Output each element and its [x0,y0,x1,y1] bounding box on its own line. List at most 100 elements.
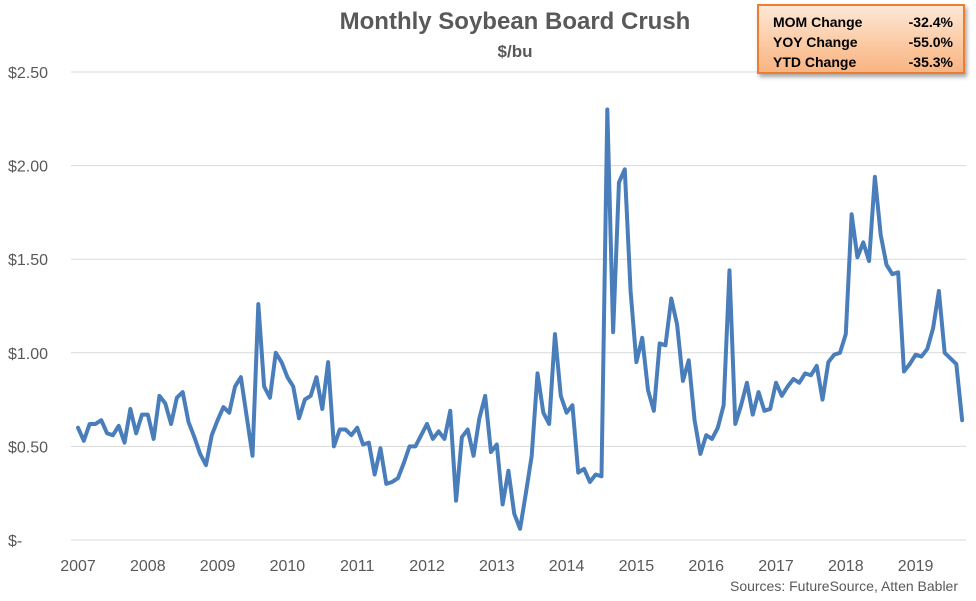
data-point [472,455,475,457]
data-point [915,354,917,356]
data-point [728,269,731,272]
data-point [484,395,486,397]
data-point [624,168,626,170]
x-tick-label: 2014 [549,558,585,575]
data-point [153,438,155,440]
series-line-crush [76,107,965,531]
data-point [810,374,812,376]
data-point [449,410,451,412]
data-point [961,419,963,421]
data-point [740,404,742,406]
data-point [693,419,696,421]
data-point [711,438,713,440]
data-point [659,342,661,345]
data-point [455,500,457,502]
data-point [228,412,230,414]
data-point [240,376,242,378]
data-point [560,395,562,397]
data-point [909,363,911,365]
data-point [531,455,533,457]
data-point [897,271,899,273]
data-point [682,380,684,382]
data-point [280,361,283,363]
data-point [408,445,411,447]
data-point [368,442,370,444]
data-point [548,423,550,425]
data-point [263,385,265,388]
data-point [502,503,504,506]
y-tick-label: $0.50 [8,439,48,456]
stat-row-mom: MOM Change -32.4% [773,12,953,32]
data-point [106,432,108,434]
data-point [298,417,300,419]
data-point [798,382,800,384]
x-tick-label: 2015 [619,558,655,575]
data-point [577,472,579,474]
x-tick-label: 2016 [688,558,724,575]
data-point [589,481,591,483]
data-point [525,492,527,494]
data-point [327,361,329,363]
data-point [391,481,393,483]
data-point [257,303,259,305]
data-point [379,447,382,449]
data-point [606,108,608,111]
y-tick-label: $1.00 [8,346,48,363]
data-point [467,428,469,431]
data-point [862,241,864,243]
data-point [827,361,829,363]
data-point [83,440,85,442]
data-point [315,376,318,378]
data-point [949,357,952,360]
x-tick-label: 2010 [270,558,306,575]
data-point [885,264,888,266]
data-point [187,421,190,423]
data-point [670,297,672,300]
data-point [321,408,323,410]
data-point [554,333,556,335]
data-point [164,402,166,404]
stat-value: -35.3% [908,54,953,70]
data-point [251,455,254,457]
data-point [438,430,440,433]
data-point [769,408,771,410]
x-tick-label: 2013 [479,558,515,575]
data-point [804,372,806,374]
data-point [845,333,847,335]
data-point [158,395,161,397]
data-point [478,417,480,419]
data-point [170,423,172,425]
data-point [100,419,102,421]
data-point [641,337,643,339]
x-tick-label: 2008 [130,558,166,575]
data-points [77,108,963,530]
data-point [891,273,893,275]
y-tick-label: $2.50 [8,65,48,82]
data-point [833,354,835,356]
data-point [763,410,765,412]
data-point [571,404,574,406]
y-tick-label: $2.00 [8,159,48,176]
data-point [304,399,306,401]
data-point [333,445,335,447]
data-point [118,425,120,427]
stat-value: -32.4% [908,14,953,30]
data-point [839,352,841,354]
data-point [688,359,690,361]
data-point [792,378,795,380]
data-point [94,423,97,425]
data-point [781,395,783,397]
data-point [874,176,876,178]
data-point [112,434,114,436]
data-point [856,256,859,258]
data-point [403,462,405,464]
data-point [461,436,463,438]
data-point [385,483,387,485]
stat-label: YTD Change [773,54,857,70]
x-tick-label: 2007 [60,558,96,575]
data-point [944,352,946,354]
data-point [432,438,434,440]
data-point [513,513,515,515]
data-point [752,413,754,416]
